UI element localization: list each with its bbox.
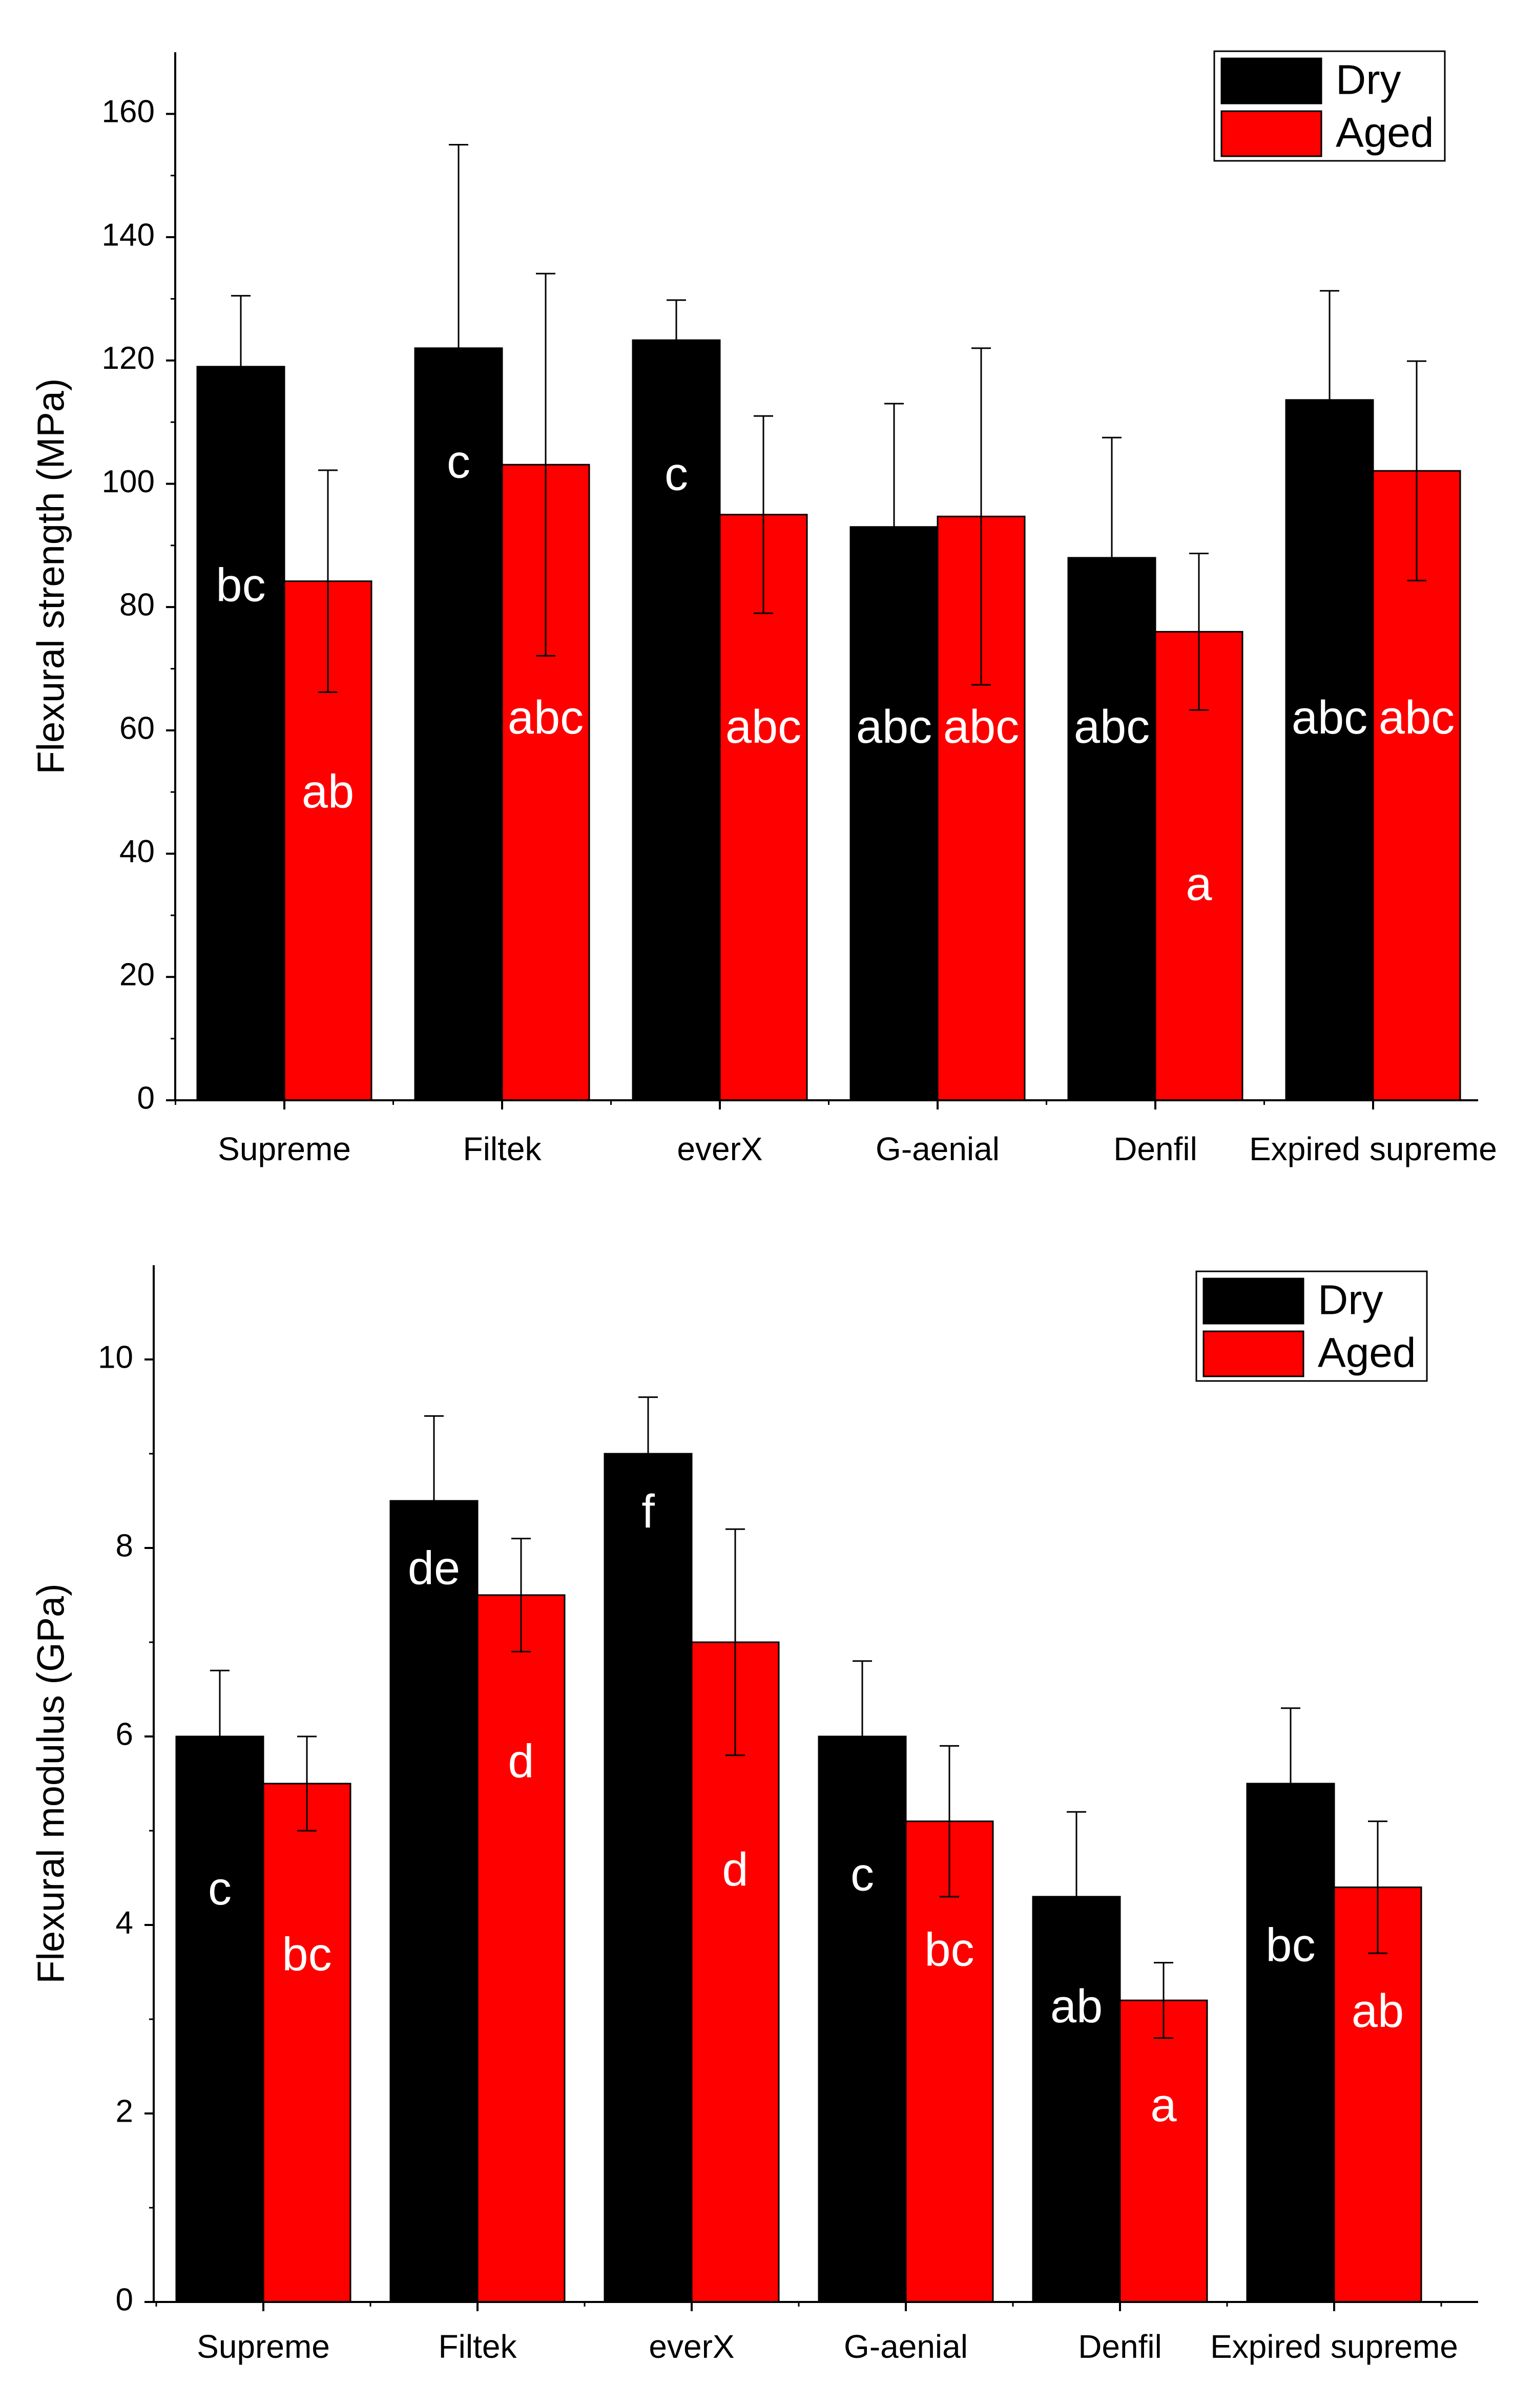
chart1-letter-aged-denfil: a bbox=[1186, 858, 1212, 910]
chart1-legend-label-dry: Dry bbox=[1336, 57, 1401, 103]
chart1-y-tick-label-0: 0 bbox=[137, 1080, 155, 1116]
chart2-bar-aged-filtek bbox=[476, 1594, 566, 2303]
chart2-bar-dry-expired-supreme bbox=[1246, 1783, 1335, 2303]
chart2-bar-aged-expired-supreme bbox=[1333, 1886, 1422, 2303]
chart1-letter-aged-g-aenial: abc bbox=[943, 701, 1019, 753]
chart1-x-tick-label-everx: everX bbox=[677, 1130, 762, 1167]
chart2-letter-aged-filtek: d bbox=[508, 1735, 534, 1787]
chart1-y-tick-label-80: 80 bbox=[119, 588, 155, 623]
chart1-y-tick-label-140: 140 bbox=[102, 217, 155, 253]
chart2-letter-dry-everx: f bbox=[641, 1485, 655, 1538]
chart2-bar-aged-denfil bbox=[1119, 1999, 1208, 2303]
chart2-letter-dry-g-aenial: c bbox=[851, 1848, 874, 1900]
chart2-letter-aged-supreme: bc bbox=[282, 1929, 331, 1981]
chart2-letter-dry-denfil: ab bbox=[1050, 1980, 1103, 2033]
chart1-letter-dry-g-aenial: abc bbox=[856, 701, 932, 753]
chart1-bar-dry-expired-supreme bbox=[1285, 399, 1374, 1101]
chart1-letter-aged-filtek: abc bbox=[508, 692, 584, 744]
chart1-y-axis-label: Flexural strength (MPa) bbox=[30, 378, 72, 774]
chart2-legend-swatch-aged bbox=[1202, 1330, 1304, 1377]
chart1-x-tick-label-filtek: Filtek bbox=[463, 1130, 542, 1167]
chart2-y-tick-label-2: 2 bbox=[116, 2093, 133, 2129]
chart2-letter-dry-filtek: de bbox=[408, 1542, 460, 1594]
chart1-legend-swatch-aged bbox=[1220, 110, 1322, 157]
chart2-legend-swatch-dry bbox=[1202, 1278, 1304, 1325]
chart1-letter-aged-everx: abc bbox=[725, 701, 801, 753]
chart1-y-tick-label-60: 60 bbox=[119, 710, 155, 746]
chart2-x-tick-label-expired-supreme: Expired supreme bbox=[1210, 2328, 1458, 2365]
chart2-y-tick-label-6: 6 bbox=[116, 1716, 133, 1752]
chart1-y-tick-label-100: 100 bbox=[102, 464, 155, 499]
chart2-legend-label-aged: Aged bbox=[1318, 1330, 1416, 1376]
chart1-letter-dry-expired-supreme: abc bbox=[1292, 692, 1367, 744]
chart2-letter-aged-everx: d bbox=[722, 1844, 748, 1896]
chart2-legend-label-dry: Dry bbox=[1318, 1277, 1383, 1324]
chart2-bar-aged-supreme bbox=[262, 1783, 351, 2303]
chart2-x-tick-label-supreme: Supreme bbox=[197, 2328, 330, 2365]
chart1-y-tick-label-120: 120 bbox=[102, 341, 155, 376]
chart1-letter-dry-supreme: bc bbox=[216, 559, 265, 611]
chart2-letter-dry-supreme: c bbox=[208, 1862, 232, 1915]
chart1-bar-dry-supreme bbox=[196, 366, 285, 1101]
chart1-y-tick-label-40: 40 bbox=[119, 834, 155, 869]
chart1-y-tick-label-160: 160 bbox=[102, 94, 155, 130]
chart2-bar-dry-supreme bbox=[175, 1735, 264, 2303]
chart1-x-tick-label-denfil: Denfil bbox=[1113, 1130, 1197, 1167]
chart2-letter-aged-g-aenial: bc bbox=[924, 1923, 974, 1976]
chart1-x-tick-label-expired-supreme: Expired supreme bbox=[1249, 1130, 1497, 1167]
chart2-y-axis-label: Flexural modulus (GPa) bbox=[30, 1583, 72, 1983]
chart2-x-tick-label-denfil: Denfil bbox=[1078, 2328, 1162, 2365]
chart1-letter-dry-filtek: c bbox=[447, 436, 470, 488]
chart2-y-tick-label-8: 8 bbox=[116, 1528, 133, 1563]
chart2-bar-dry-everx bbox=[604, 1453, 693, 2303]
chart1-x-tick-label-supreme: Supreme bbox=[218, 1130, 351, 1167]
chart1-letter-aged-supreme: ab bbox=[302, 766, 354, 818]
chart2-letter-aged-expired-supreme: ab bbox=[1352, 1985, 1404, 2037]
chart2-bar-dry-filtek bbox=[389, 1500, 479, 2303]
chart1-x-tick-label-g-aenial: G-aenial bbox=[876, 1130, 1000, 1167]
chart2-bar-aged-g-aenial bbox=[905, 1820, 994, 2303]
chart1-bar-dry-everx bbox=[632, 339, 721, 1101]
chart1-letter-aged-expired-supreme: abc bbox=[1379, 692, 1455, 744]
chart1-letter-dry-denfil: abc bbox=[1074, 701, 1150, 753]
chart2-x-tick-label-everx: everX bbox=[649, 2328, 734, 2365]
chart2-y-tick-label-4: 4 bbox=[116, 1905, 133, 1940]
chart1-legend-swatch-dry bbox=[1220, 57, 1322, 104]
chart2-letter-aged-denfil: a bbox=[1150, 2079, 1177, 2131]
chart1-y-tick-label-20: 20 bbox=[119, 957, 155, 993]
chart1-letter-dry-everx: c bbox=[665, 448, 688, 500]
chart1-legend-label-aged: Aged bbox=[1336, 110, 1434, 156]
chart2-y-tick-label-0: 0 bbox=[116, 2282, 133, 2317]
chart2-y-tick-label-10: 10 bbox=[98, 1339, 133, 1375]
chart2-letter-dry-expired-supreme: bc bbox=[1266, 1919, 1315, 1971]
chart2-x-tick-label-filtek: Filtek bbox=[439, 2328, 517, 2365]
chart2-x-tick-label-g-aenial: G-aenial bbox=[844, 2328, 968, 2365]
chart2-bar-dry-g-aenial bbox=[818, 1735, 907, 2303]
